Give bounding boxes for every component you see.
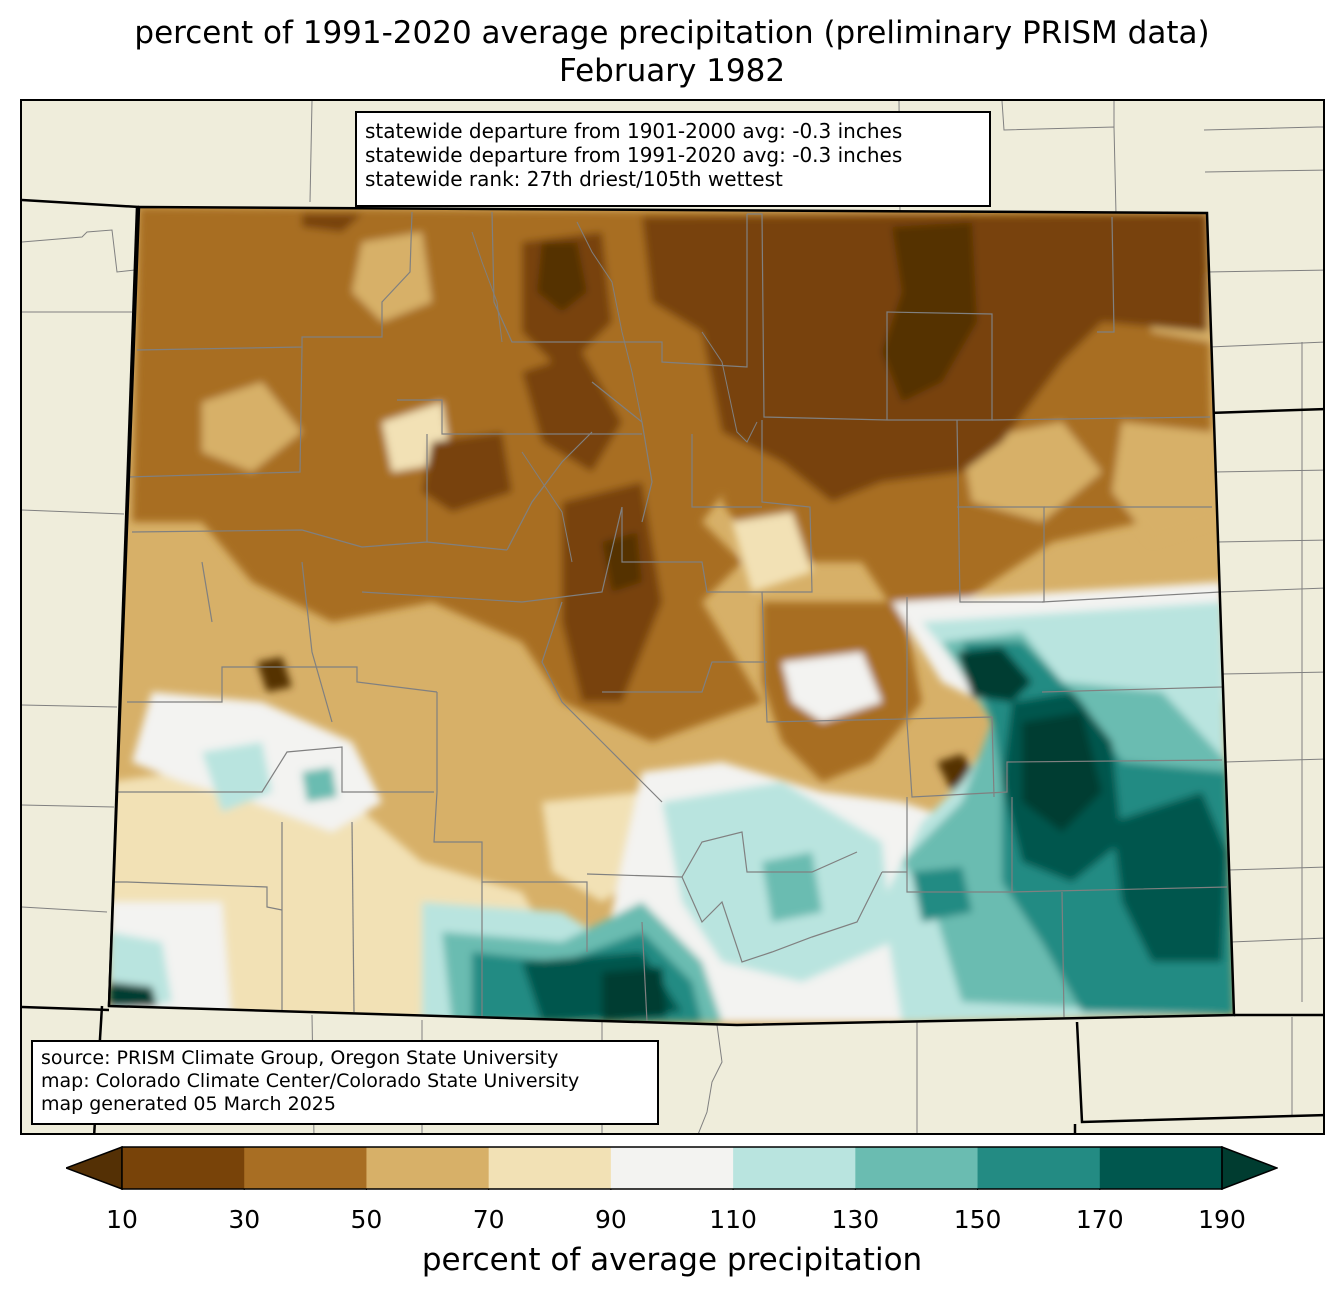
statewide-stats-box: statewide departure from 1901-2000 avg: … — [355, 111, 991, 207]
neighbor-county-lines — [22, 101, 1323, 1133]
colorbar-bin — [610, 1147, 734, 1189]
source-box: source: PRISM Climate Group, Oregon Stat… — [31, 1040, 659, 1125]
colorbar-tick-label: 190 — [1198, 1205, 1246, 1234]
colorbar-tick-label: 150 — [953, 1205, 1002, 1234]
title-line-2: February 1982 — [558, 53, 786, 89]
colorbar-outline — [121, 1146, 1223, 1190]
colorbar-label: percent of average precipitation — [421, 1242, 923, 1278]
county-lines — [112, 211, 1228, 1023]
colorbar-bin — [244, 1147, 367, 1189]
colorbar-tick-label: 70 — [472, 1205, 505, 1234]
colorbar-bin — [122, 1147, 245, 1189]
colorado-border — [107, 205, 1236, 1027]
title-line-1: percent of 1991-2020 average precipitati… — [134, 15, 1210, 51]
colorbar-bin — [366, 1147, 490, 1189]
colorbar-tick-label: 110 — [709, 1205, 757, 1234]
colorbar-bin — [733, 1147, 856, 1189]
colorbar — [66, 1146, 1278, 1190]
colorbar-tick-label: 170 — [1075, 1205, 1124, 1234]
colorbar-bins — [66, 1146, 1278, 1190]
colorbar-arrow-low — [66, 1146, 123, 1190]
stats-rank: statewide rank: 27th driest/105th wettes… — [365, 167, 783, 191]
colorbar-tick-label: 130 — [831, 1205, 880, 1234]
colorbar-bin — [977, 1147, 1101, 1189]
colorbar-tick-label: 10 — [106, 1205, 138, 1234]
precipitation-field — [109, 207, 1234, 1025]
colorbar-bin — [1099, 1147, 1223, 1189]
generated-date-line: map generated 05 March 2025 — [41, 1093, 336, 1115]
stats-departure-1901: statewide departure from 1901-2000 avg: … — [365, 119, 903, 143]
precipitation-map — [20, 99, 1325, 1135]
colorbar-arrow-high — [1221, 1146, 1278, 1190]
colorbar-bin — [488, 1147, 612, 1189]
colorbar-tick-label: 50 — [350, 1205, 383, 1234]
map-credit-line: map: Colorado Climate Center/Colorado St… — [41, 1070, 580, 1092]
river-lines — [471, 221, 758, 563]
colorbar-tick-label: 90 — [594, 1205, 627, 1234]
colorbar-bin — [855, 1147, 979, 1189]
map-title: percent of 1991-2020 average precipitati… — [0, 14, 1344, 90]
stats-departure-1991: statewide departure from 1991-2020 avg: … — [365, 143, 903, 167]
source-line: source: PRISM Climate Group, Oregon Stat… — [41, 1047, 559, 1069]
colorbar-tick-label: 30 — [228, 1205, 261, 1234]
map-canvas — [22, 101, 1323, 1133]
